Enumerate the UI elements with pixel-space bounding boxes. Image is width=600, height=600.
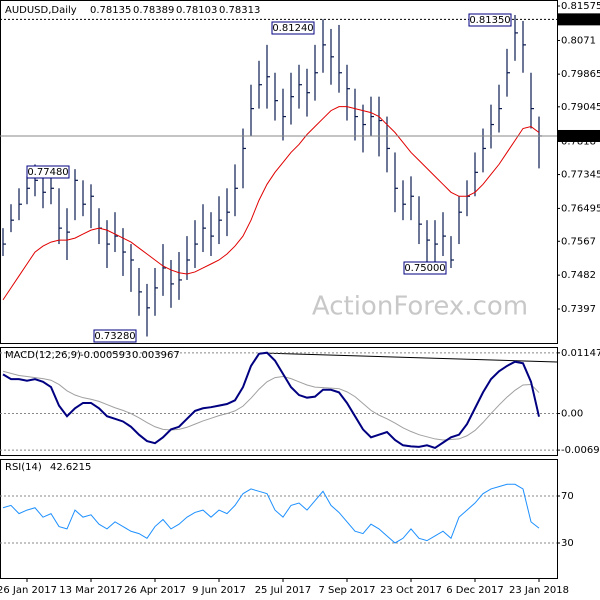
moving-average — [2, 106, 540, 301]
y-tick-label: 0.77345 — [561, 170, 600, 181]
y-tick-label: 0.7482 — [561, 270, 596, 281]
macd-panel — [0, 347, 558, 456]
annotation: 0.81240 — [272, 23, 313, 34]
x-tick-label: 6 Dec 2017 — [446, 585, 504, 596]
price-panel — [0, 0, 558, 344]
annotation-box — [271, 21, 315, 35]
level-label: 0.78313 — [561, 131, 600, 142]
annotation: 0.81350 — [469, 15, 510, 26]
panel-value: 0.003967 — [132, 350, 180, 361]
watermark: ActionForex.com — [312, 292, 528, 322]
chart-title: AUDUSD,Daily — [5, 5, 77, 16]
panel-title: RSI(14) — [5, 462, 42, 473]
x-tick-label: 26 Jan 2017 — [0, 585, 57, 596]
annotation: 0.73280 — [94, 331, 135, 342]
level-label: 0.81240 — [561, 14, 600, 25]
quote: 0.78135 — [90, 5, 131, 16]
annotation-box — [93, 329, 137, 343]
x-tick-label: 9 Jun 2017 — [192, 585, 246, 596]
annotation: 0.77480 — [27, 167, 68, 178]
annotation: 0.75000 — [404, 263, 445, 274]
y-tick-label: 30 — [561, 538, 574, 549]
x-tick-label: 23 Oct 2017 — [380, 585, 442, 596]
y-tick-label: 0.011471 — [561, 348, 600, 359]
y-tick-label: 0.81575 — [561, 1, 600, 12]
trend-line — [261, 352, 558, 363]
x-tick-label: 26 Apr 2017 — [124, 585, 186, 596]
quote: 0.78389 — [133, 5, 174, 16]
y-tick-label: 0.00 — [561, 409, 583, 420]
y-tick-label: 0.79865 — [561, 69, 600, 80]
annotation-box — [26, 165, 70, 179]
indicator-line — [2, 483, 540, 544]
panel-value: -0.000593 — [80, 350, 131, 361]
y-tick-label: 0.79045 — [561, 102, 600, 113]
x-tick-label: 13 Mar 2017 — [59, 585, 122, 596]
y-tick-label: 0.7397 — [561, 304, 596, 315]
x-tick-label: 23 Jan 2018 — [509, 585, 569, 596]
y-tick-label: 70 — [561, 491, 574, 502]
x-tick-label: 25 Jul 2017 — [255, 585, 312, 596]
y-tick-label: 0.76495 — [561, 203, 600, 214]
y-tick-label: 0.7567 — [561, 236, 596, 247]
quote: 0.78103 — [176, 5, 217, 16]
rsi-panel — [0, 459, 558, 579]
quote: 0.78313 — [219, 5, 260, 16]
indicator-line — [2, 370, 540, 441]
level-box — [558, 129, 600, 142]
panel-title: MACD(12,26,9) — [5, 350, 81, 361]
level-box — [558, 13, 600, 26]
y-tick-label: 0.8071 — [561, 35, 596, 46]
annotation-box — [403, 261, 447, 275]
panel-value: 42.6215 — [50, 462, 91, 473]
x-tick-label: 7 Sep 2017 — [318, 585, 375, 596]
y-tick-label: -0.006913 — [561, 445, 600, 456]
annotation-box — [468, 13, 512, 27]
indicator-line — [2, 351, 540, 450]
